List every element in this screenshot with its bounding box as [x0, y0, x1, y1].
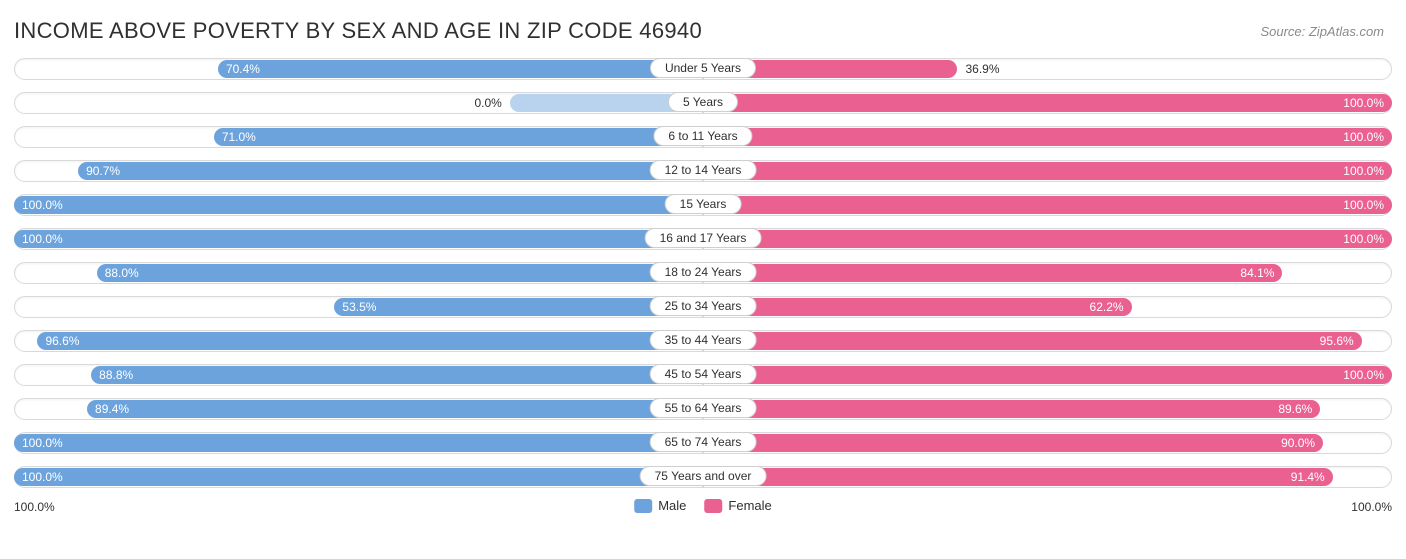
male-bar: 89.4% — [87, 400, 703, 418]
male-value-label: 88.0% — [105, 266, 139, 280]
male-bar: 88.8% — [91, 366, 703, 384]
chart-row: 100.0% 100.0% 15 Years — [14, 192, 1392, 218]
male-bar: 90.7% — [78, 162, 703, 180]
female-value-label: 89.6% — [1278, 402, 1312, 416]
female-value-label: 36.9% — [966, 60, 1000, 78]
female-bar: 84.1% — [703, 264, 1282, 282]
category-pill: 35 to 44 Years — [650, 330, 757, 350]
male-value-label: 90.7% — [86, 164, 120, 178]
female-bar: 100.0% — [703, 128, 1392, 146]
male-bar: 88.0% — [97, 264, 703, 282]
female-bar: 100.0% — [703, 94, 1392, 112]
female-value-label: 62.2% — [1090, 300, 1124, 314]
male-bar: 100.0% — [14, 468, 703, 486]
chart-row: 100.0% 90.0% 65 to 74 Years — [14, 430, 1392, 456]
category-pill: 25 to 34 Years — [650, 296, 757, 316]
male-value-label: 100.0% — [22, 198, 63, 212]
category-pill: 5 Years — [668, 92, 738, 112]
source-label: Source: ZipAtlas.com — [1260, 24, 1384, 39]
legend: Male Female — [634, 498, 772, 513]
axis-right-label: 100.0% — [1351, 500, 1392, 514]
male-bar: 96.6% — [37, 332, 703, 350]
category-pill: Under 5 Years — [650, 58, 756, 78]
chart-row: 100.0% 91.4% 75 Years and over — [14, 464, 1392, 490]
legend-male-swatch — [634, 499, 652, 513]
male-value-label: 96.6% — [45, 334, 79, 348]
chart-title: INCOME ABOVE POVERTY BY SEX AND AGE IN Z… — [14, 18, 702, 44]
male-bar: 70.4% — [218, 60, 703, 78]
chart-row: 89.4% 89.6% 55 to 64 Years — [14, 396, 1392, 422]
male-value-label: 88.8% — [99, 368, 133, 382]
axis-left-label: 100.0% — [14, 500, 55, 514]
female-value-label: 100.0% — [1343, 130, 1384, 144]
chart-row: 88.8% 100.0% 45 to 54 Years — [14, 362, 1392, 388]
diverging-bar-chart: 70.4% 36.9% Under 5 Years 0.0% 100.0% 5 Years… — [14, 56, 1392, 498]
chart-row: 71.0% 100.0% 6 to 11 Years — [14, 124, 1392, 150]
chart-row: 100.0% 100.0% 16 and 17 Years — [14, 226, 1392, 252]
female-bar: 89.6% — [703, 400, 1320, 418]
chart-row: 53.5% 62.2% 25 to 34 Years — [14, 294, 1392, 320]
male-value-label: 89.4% — [95, 402, 129, 416]
chart-row: 90.7% 100.0% 12 to 14 Years — [14, 158, 1392, 184]
female-value-label: 100.0% — [1343, 232, 1384, 246]
category-pill: 18 to 24 Years — [650, 262, 757, 282]
legend-male-label: Male — [658, 498, 686, 513]
male-value-label: 70.4% — [226, 62, 260, 76]
female-value-label: 100.0% — [1343, 368, 1384, 382]
category-pill: 55 to 64 Years — [650, 398, 757, 418]
male-value-label: 53.5% — [342, 300, 376, 314]
female-bar: 62.2% — [703, 298, 1132, 316]
category-pill: 16 and 17 Years — [645, 228, 762, 248]
category-pill: 75 Years and over — [640, 466, 767, 486]
male-value-label: 100.0% — [22, 232, 63, 246]
female-value-label: 90.0% — [1281, 436, 1315, 450]
chart-row: 70.4% 36.9% Under 5 Years — [14, 56, 1392, 82]
legend-female-swatch — [704, 499, 722, 513]
legend-male: Male — [634, 498, 686, 513]
chart-row: 0.0% 100.0% 5 Years — [14, 90, 1392, 116]
male-bar: 71.0% — [214, 128, 703, 146]
female-bar: 100.0% — [703, 162, 1392, 180]
female-value-label: 95.6% — [1320, 334, 1354, 348]
female-bar: 91.4% — [703, 468, 1333, 486]
category-pill: 65 to 74 Years — [650, 432, 757, 452]
female-value-label: 84.1% — [1240, 266, 1274, 280]
category-pill: 45 to 54 Years — [650, 364, 757, 384]
legend-female: Female — [704, 498, 771, 513]
male-value-label: 71.0% — [222, 130, 256, 144]
category-pill: 6 to 11 Years — [653, 126, 752, 146]
chart-row: 88.0% 84.1% 18 to 24 Years — [14, 260, 1392, 286]
female-value-label: 100.0% — [1343, 198, 1384, 212]
female-value-label: 91.4% — [1291, 470, 1325, 484]
female-bar: 100.0% — [703, 230, 1392, 248]
male-bar: 100.0% — [14, 230, 703, 248]
male-bar: 100.0% — [14, 434, 703, 452]
category-pill: 12 to 14 Years — [650, 160, 757, 180]
legend-female-label: Female — [728, 498, 771, 513]
female-bar: 100.0% — [703, 196, 1392, 214]
female-bar: 90.0% — [703, 434, 1323, 452]
female-bar: 100.0% — [703, 366, 1392, 384]
male-bar: 100.0% — [14, 196, 703, 214]
category-pill: 15 Years — [665, 194, 742, 214]
female-value-label: 100.0% — [1343, 96, 1384, 110]
male-value-label: 100.0% — [22, 470, 63, 484]
chart-row: 96.6% 95.6% 35 to 44 Years — [14, 328, 1392, 354]
male-bar: 53.5% — [334, 298, 703, 316]
male-value-label: 0.0% — [474, 94, 501, 112]
male-value-label: 100.0% — [22, 436, 63, 450]
female-bar: 95.6% — [703, 332, 1362, 350]
female-value-label: 100.0% — [1343, 164, 1384, 178]
